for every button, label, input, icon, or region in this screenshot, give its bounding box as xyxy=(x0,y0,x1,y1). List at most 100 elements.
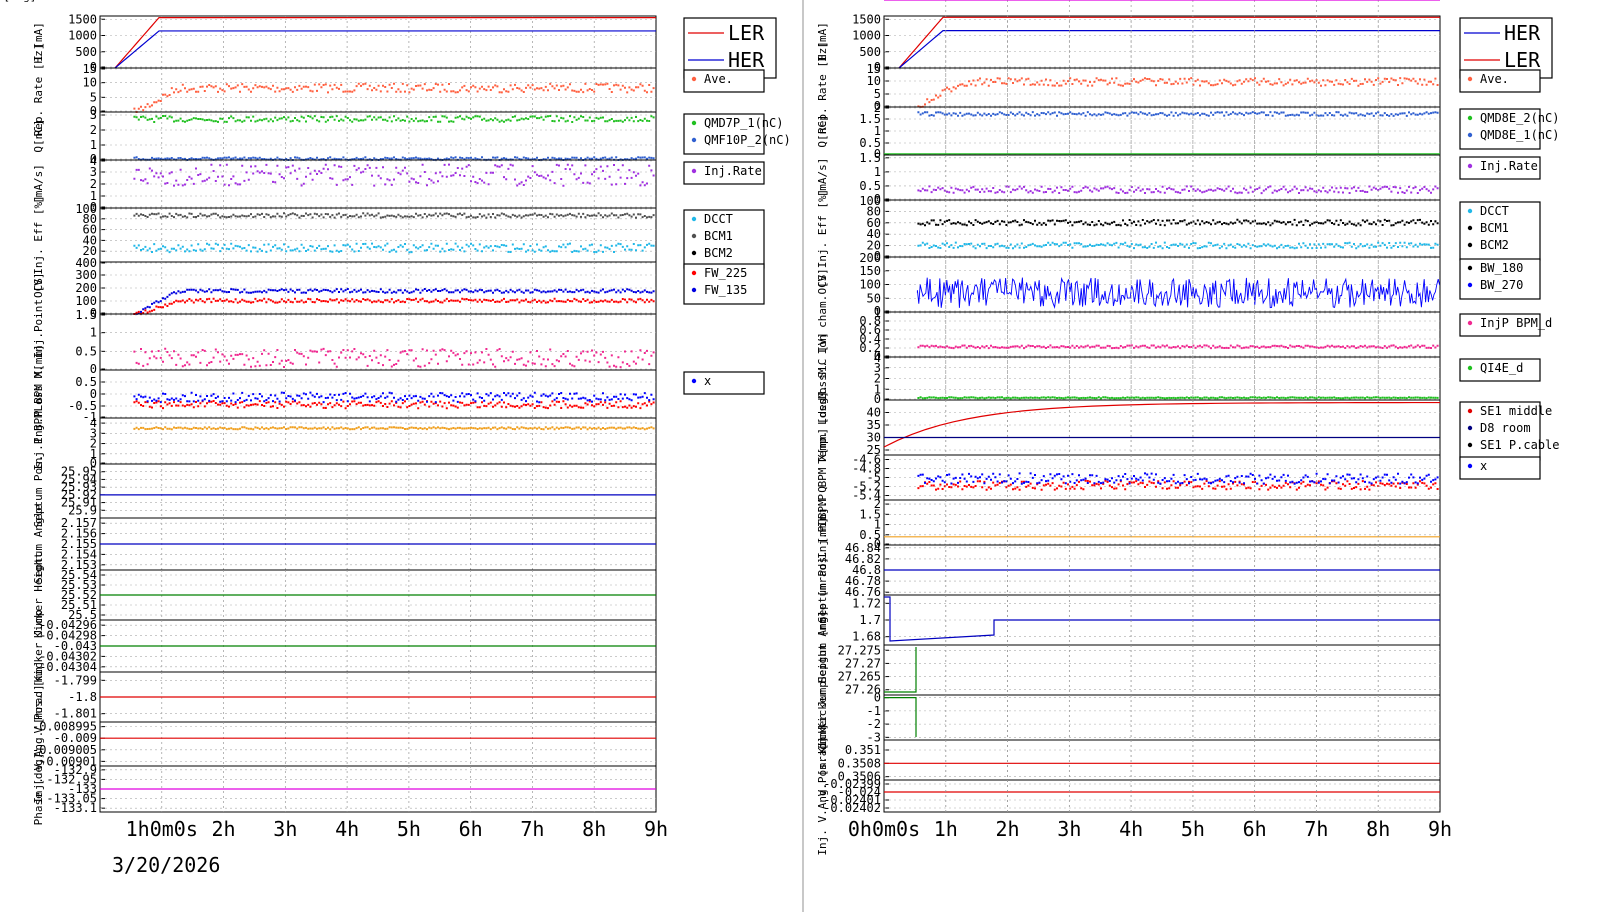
y-tick-label: 400 xyxy=(75,256,97,270)
y-tick-label: 0 xyxy=(90,200,97,214)
y-tick-label: -0.024 xyxy=(838,785,881,799)
legend-swatch xyxy=(691,168,697,174)
y-tick-label: 0 xyxy=(90,104,97,118)
series-markers xyxy=(917,479,1439,491)
y-axis-label: Rep. Rate [Hz] xyxy=(32,44,45,137)
time-tick-label: 1h0m0s xyxy=(126,817,198,841)
y-tick-label: -132.9 xyxy=(54,763,97,777)
y-axis-label: Inj. Eff [%] xyxy=(32,195,45,274)
y-tick-label: 1500 xyxy=(852,12,881,26)
y-tick-label: 1 xyxy=(874,306,881,320)
y-axis-label: V.Pos. [mm] xyxy=(32,661,45,734)
y-tick-label: 4 xyxy=(90,416,97,430)
y-tick-label: 25.5 xyxy=(68,608,97,622)
y-tick-label: 80 xyxy=(867,204,881,218)
y-tick-label: 1 xyxy=(874,382,881,396)
y-tick-label: -1 xyxy=(83,410,97,424)
date-label: 3/20/2026 xyxy=(112,853,220,877)
y-tick-label: -0.009005 xyxy=(32,743,97,757)
y-axis-label: Q[nC] xyxy=(32,119,45,152)
time-tick-label: 7h xyxy=(520,817,544,841)
y-tick-label: 1 xyxy=(874,124,881,138)
y-tick-label: -0.04296 xyxy=(39,618,97,632)
y-tick-label: 97 xyxy=(867,0,881,3)
y-tick-label: -5.4 xyxy=(852,489,881,503)
legend-entry: BCM2 xyxy=(1480,238,1509,252)
series-trace xyxy=(917,479,1439,491)
series-trace xyxy=(133,347,655,369)
y-tick-label: 25 xyxy=(867,443,881,457)
y-tick-label: -4.6 xyxy=(852,453,881,467)
legend-swatch xyxy=(1467,242,1473,248)
plot-row: 1.510.50 [mA/s] Inj.Rate xyxy=(816,151,1541,206)
series-markers xyxy=(917,472,1439,485)
plot-row: -4.6-4.8-5-5.2-5.4 Inj.P BPM X[mm] x xyxy=(816,428,1541,527)
y-tick-label: 50 xyxy=(867,291,881,305)
series-trace xyxy=(884,697,917,737)
y-tick-label: 0 xyxy=(90,152,97,166)
series-bcm1 xyxy=(917,218,1439,227)
y-tick-label: 100 xyxy=(859,278,881,292)
y-tick-label: 0.3506 xyxy=(838,770,881,784)
legend: Ave. xyxy=(683,69,765,93)
y-tick-label: 0 xyxy=(874,99,881,113)
y-tick-label: 5 xyxy=(874,87,881,101)
y-tick-label: 1 xyxy=(90,447,97,461)
series-markers xyxy=(917,185,1439,195)
y-axis-label: I [mA] xyxy=(32,22,45,62)
legend-frame xyxy=(683,209,765,269)
series-markers xyxy=(133,400,655,410)
legend-swatch xyxy=(691,250,697,256)
legend-entry: Inj.Rate xyxy=(1480,159,1538,173)
time-tick-label: 6h xyxy=(459,817,483,841)
legend-entry: BCM2 xyxy=(704,246,733,260)
y-axis-label: Inj.P BPM xyxy=(32,411,45,471)
series-line xyxy=(884,596,1440,642)
series-markers xyxy=(917,241,1439,250)
time-tick-label: 2h xyxy=(212,817,236,841)
time-tick-label: 3h xyxy=(273,817,297,841)
y-tick-label: 0.5 xyxy=(859,136,881,150)
series-trace xyxy=(133,426,655,431)
series-injp-bpm-d xyxy=(917,344,1439,350)
y-tick-label: 0.5 xyxy=(75,375,97,389)
legend-frame xyxy=(1459,258,1541,300)
legend-entry: SE1 P.cable xyxy=(1480,438,1559,452)
legend-frame xyxy=(1459,358,1541,382)
plot-row: -132.9-132.95-133-133.05-133.1 Phase [deg… xyxy=(32,753,657,825)
legend-swatch xyxy=(1467,76,1473,82)
y-tick-label: 25.53 xyxy=(61,578,97,592)
time-tick-label: 9h xyxy=(644,817,668,841)
time-tick-label: 6h xyxy=(1243,817,1267,841)
y-tick-label: -1.8 xyxy=(68,690,97,704)
y-tick-label: 0.5 xyxy=(859,528,881,542)
plot-frame xyxy=(883,779,1441,813)
y-tick-label: 25.95 xyxy=(61,465,97,479)
series-qi4e-d xyxy=(917,396,1439,400)
y-axis-label: LossM. Ion cham. [V] xyxy=(816,268,829,400)
legend-swatch xyxy=(1467,320,1473,326)
series-markers xyxy=(133,242,655,254)
y-tick-label: 35 xyxy=(867,418,881,432)
y-tick-label: -0.5 xyxy=(68,399,97,413)
y-tick-label: 15 xyxy=(83,62,97,76)
y-tick-label: -133 xyxy=(68,782,97,796)
y-tick-label: 46.84 xyxy=(845,541,881,555)
y-tick-label: 60 xyxy=(83,223,97,237)
legend: QMD7P_1(nC) QMF10P_2(nC) xyxy=(683,113,791,155)
y-axis-label: Inj. V.Ang. [mrad] xyxy=(32,684,45,803)
y-tick-label: 0 xyxy=(90,387,97,401)
time-tick-label: 8h xyxy=(1366,817,1390,841)
legend-entry: FW_135 xyxy=(704,283,747,297)
y-tick-label: 1.5 xyxy=(75,308,97,322)
y-tick-label: 60 xyxy=(867,216,881,230)
y-axis-label: Inj. V.Ang. [mrad] xyxy=(816,736,829,855)
legend-entry: Ave. xyxy=(1480,72,1509,86)
legend-entry: LER xyxy=(1504,48,1541,72)
y-axis-label: [mA/s] xyxy=(32,164,45,204)
